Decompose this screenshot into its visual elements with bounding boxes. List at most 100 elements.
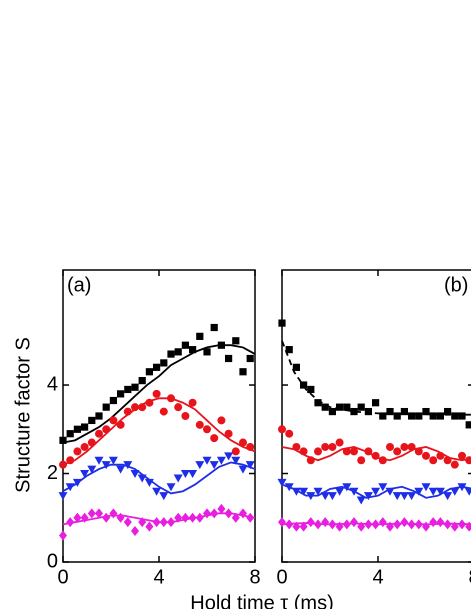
marker bbox=[444, 407, 452, 416]
marker bbox=[181, 512, 190, 523]
marker bbox=[116, 512, 125, 523]
marker bbox=[321, 517, 330, 528]
fit-line bbox=[281, 340, 471, 416]
marker bbox=[364, 447, 373, 456]
marker bbox=[131, 403, 139, 412]
marker bbox=[443, 492, 453, 501]
marker bbox=[393, 447, 402, 456]
marker bbox=[436, 412, 444, 420]
marker bbox=[443, 456, 452, 465]
marker bbox=[328, 442, 337, 451]
marker bbox=[300, 381, 308, 389]
marker bbox=[239, 368, 247, 376]
marker bbox=[393, 412, 401, 420]
marker bbox=[451, 412, 459, 420]
marker bbox=[450, 460, 459, 469]
marker bbox=[225, 354, 233, 363]
marker bbox=[414, 487, 424, 496]
marker bbox=[364, 519, 373, 530]
marker bbox=[210, 323, 218, 332]
marker bbox=[385, 487, 395, 496]
marker bbox=[174, 348, 182, 356]
marker bbox=[138, 517, 147, 528]
marker bbox=[174, 403, 183, 412]
marker bbox=[464, 487, 471, 496]
marker bbox=[342, 447, 351, 456]
marker bbox=[400, 442, 409, 451]
marker bbox=[174, 512, 183, 523]
marker bbox=[428, 487, 438, 496]
marker bbox=[95, 412, 103, 420]
marker bbox=[407, 442, 416, 451]
marker bbox=[450, 487, 460, 496]
marker bbox=[124, 385, 132, 394]
marker bbox=[436, 517, 445, 528]
marker bbox=[152, 487, 162, 496]
marker bbox=[415, 412, 423, 420]
marker bbox=[356, 496, 366, 505]
marker bbox=[231, 447, 240, 456]
marker bbox=[299, 487, 309, 496]
x-tick-label: 8 bbox=[249, 566, 260, 588]
marker bbox=[350, 517, 358, 528]
marker bbox=[343, 403, 351, 411]
marker bbox=[203, 425, 211, 434]
marker bbox=[314, 519, 322, 530]
marker bbox=[342, 483, 352, 492]
marker bbox=[102, 425, 111, 434]
x-tick-label: 4 bbox=[153, 566, 164, 588]
marker bbox=[306, 456, 315, 465]
x-tick-label: 4 bbox=[372, 566, 383, 588]
marker bbox=[407, 519, 416, 530]
marker bbox=[117, 390, 125, 398]
marker bbox=[320, 492, 330, 501]
marker bbox=[72, 478, 82, 487]
marker bbox=[246, 512, 255, 523]
marker bbox=[224, 452, 234, 461]
marker bbox=[335, 487, 345, 496]
marker bbox=[88, 416, 96, 425]
marker bbox=[66, 517, 75, 528]
marker bbox=[232, 337, 240, 345]
marker bbox=[202, 456, 212, 465]
marker bbox=[399, 492, 409, 501]
marker bbox=[458, 412, 466, 420]
marker bbox=[371, 519, 380, 530]
marker bbox=[443, 519, 452, 530]
marker bbox=[285, 346, 293, 354]
marker bbox=[378, 483, 388, 492]
marker bbox=[414, 519, 423, 530]
fit-line bbox=[281, 483, 471, 499]
marker bbox=[173, 474, 183, 483]
marker bbox=[386, 442, 394, 451]
marker bbox=[386, 521, 394, 532]
marker bbox=[292, 521, 301, 532]
marker bbox=[159, 407, 168, 416]
panel-label: (b) bbox=[444, 274, 468, 296]
marker bbox=[457, 483, 467, 492]
marker bbox=[181, 341, 189, 349]
marker bbox=[246, 442, 255, 451]
marker bbox=[153, 363, 161, 371]
marker bbox=[80, 512, 89, 523]
marker bbox=[246, 354, 254, 363]
marker bbox=[116, 465, 126, 474]
marker bbox=[195, 420, 204, 429]
marker bbox=[217, 416, 226, 425]
marker bbox=[306, 517, 315, 528]
marker bbox=[327, 492, 337, 501]
marker bbox=[145, 368, 153, 376]
x-axis-label: Hold time τ (ms) bbox=[190, 592, 333, 609]
marker bbox=[87, 508, 96, 519]
marker bbox=[167, 350, 175, 358]
marker bbox=[285, 519, 294, 530]
marker bbox=[335, 521, 344, 532]
marker bbox=[458, 519, 466, 530]
marker bbox=[87, 465, 97, 474]
marker bbox=[336, 403, 344, 411]
marker bbox=[429, 456, 438, 465]
marker bbox=[109, 508, 118, 519]
marker bbox=[116, 420, 125, 429]
marker bbox=[80, 442, 89, 451]
marker bbox=[284, 483, 294, 492]
